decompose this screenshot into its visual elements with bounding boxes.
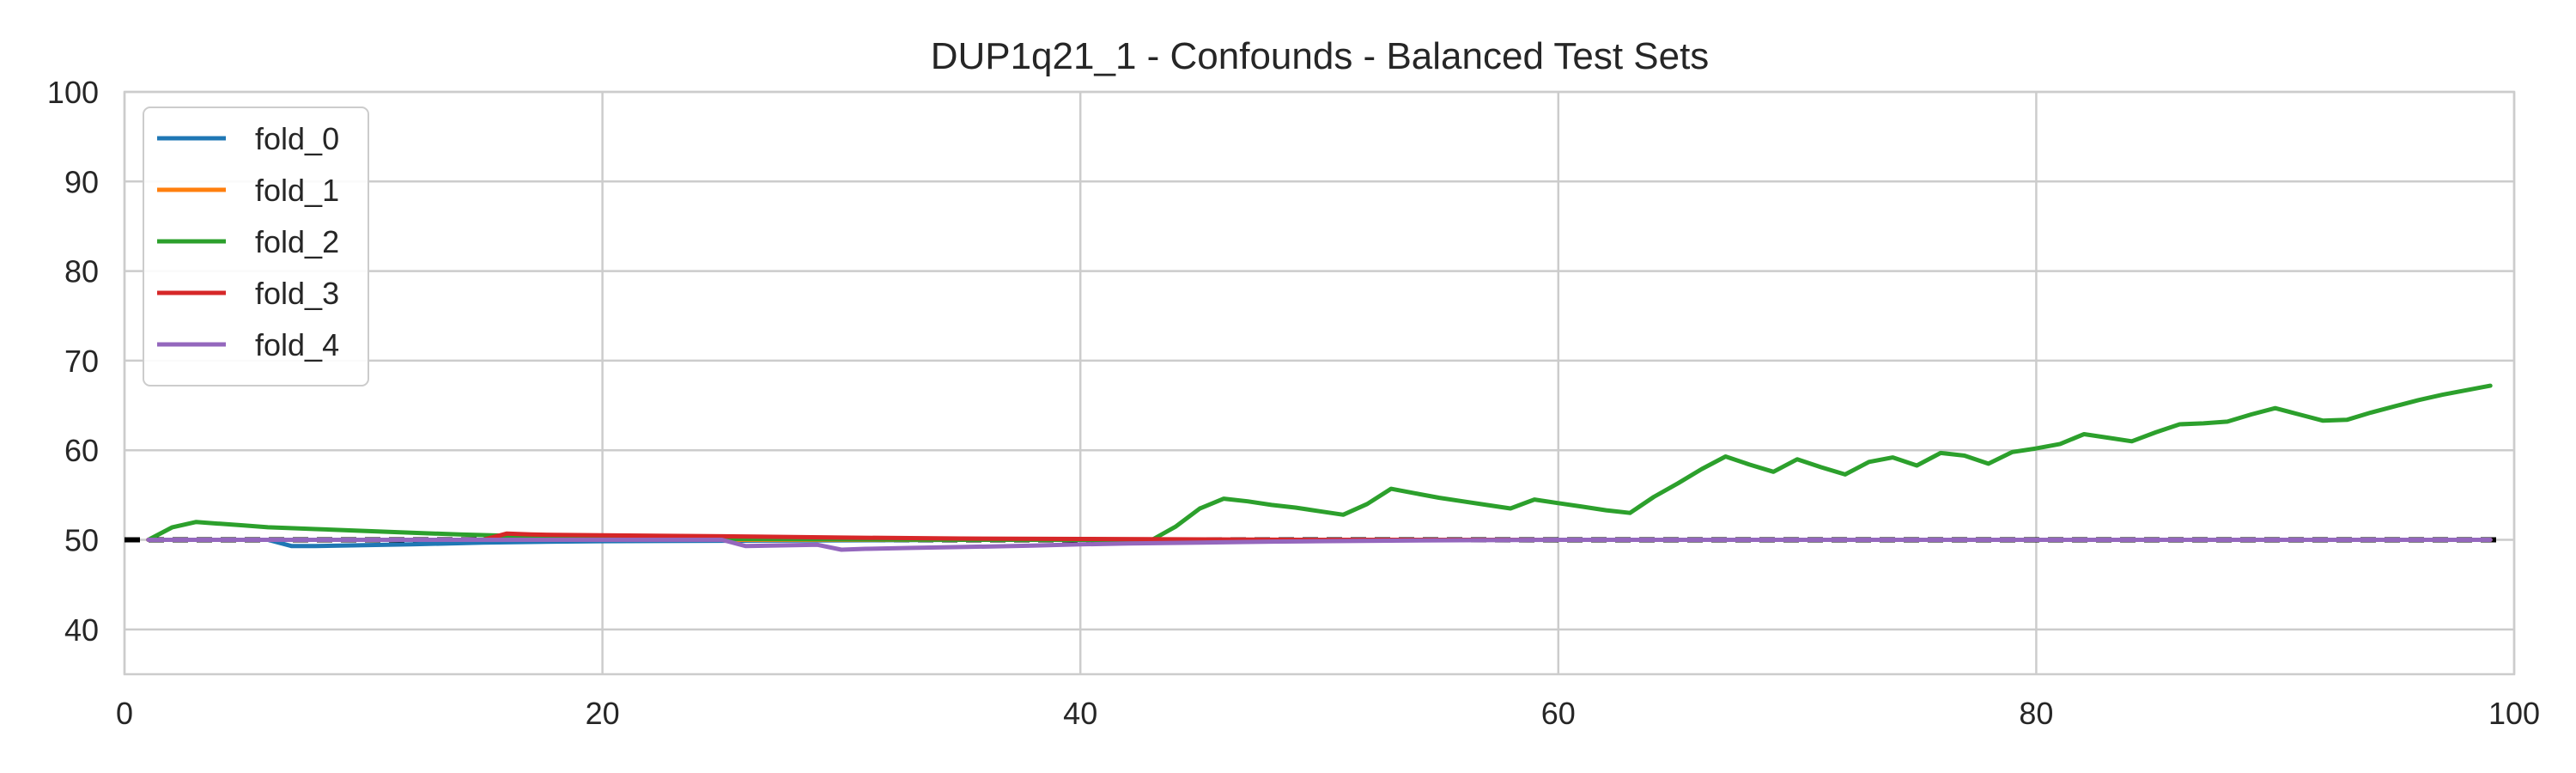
- x-tick-label: 0: [116, 696, 133, 731]
- legend-label-fold_4: fold_4: [255, 327, 339, 362]
- x-tick-label: 80: [2019, 696, 2053, 731]
- y-tick-labels: 40 50 60 70 80 90 100: [47, 75, 99, 648]
- legend-label-fold_0: fold_0: [255, 121, 339, 156]
- y-tick-label: 80: [64, 254, 99, 289]
- legend: fold_0 fold_1 fold_2 fold_3 fold_4: [143, 107, 369, 386]
- chart-title: DUP1q21_1 - Confounds - Balanced Test Se…: [931, 35, 1710, 77]
- y-tick-label: 100: [47, 75, 99, 110]
- y-tick-label: 60: [64, 433, 99, 468]
- series-layer: [146, 383, 2493, 552]
- x-tick-label: 20: [586, 696, 620, 731]
- legend-box: [143, 107, 369, 386]
- series-line-fold_2: [146, 383, 2493, 542]
- legend-label-fold_3: fold_3: [255, 276, 339, 311]
- y-tick-label: 90: [64, 164, 99, 199]
- x-tick-label: 60: [1541, 696, 1576, 731]
- grid: [123, 90, 2516, 674]
- x-tick-label: 40: [1063, 696, 1097, 731]
- y-tick-label: 40: [64, 612, 99, 648]
- x-tick-label: 100: [2488, 696, 2540, 731]
- legend-label-fold_1: fold_1: [255, 173, 339, 208]
- x-tick-labels: 0 20 40 60 80 100: [116, 696, 2540, 731]
- legend-label-fold_2: fold_2: [255, 224, 339, 259]
- y-tick-label: 50: [64, 523, 99, 558]
- series-line-fold_4: [146, 538, 2493, 552]
- plot-frame: [123, 90, 2516, 676]
- y-tick-label: 70: [64, 344, 99, 379]
